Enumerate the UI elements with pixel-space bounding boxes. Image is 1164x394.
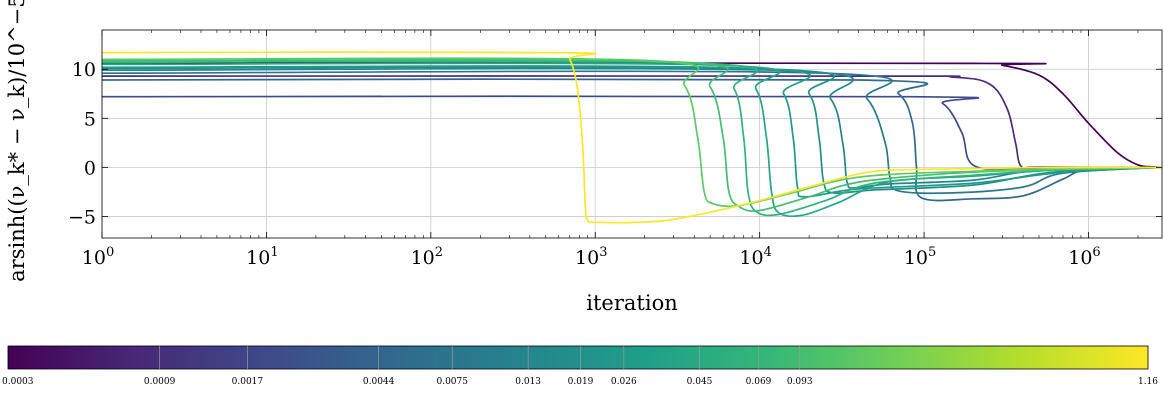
colorbar-tick-label: 0.093 <box>787 377 813 387</box>
series-line <box>102 60 1162 217</box>
colorbar-tick-label: 0.013 <box>515 377 541 387</box>
series-line <box>102 95 1162 170</box>
colorbar-tick-label: 0.0075 <box>436 377 468 387</box>
y-tick-label: −5 <box>68 206 96 228</box>
x-tick-label: 106 <box>1068 245 1100 269</box>
y-axis-label: arsinh((ν_k* − ν_k)/10^−5) <box>5 0 29 282</box>
x-tick-label: 103 <box>575 245 607 269</box>
colorbar <box>7 345 1149 370</box>
series-line <box>102 62 1162 169</box>
x-tick-label: 104 <box>739 245 771 269</box>
series-line <box>102 70 1162 195</box>
x-tick-label: 101 <box>246 245 278 269</box>
y-tick-label: 0 <box>84 157 96 179</box>
series-line <box>102 62 1162 218</box>
colorbar-tick-label: 0.0044 <box>363 377 395 387</box>
colorbar-tick-label: 0.0009 <box>144 377 176 387</box>
colorbar-tick-label: 1.16 <box>1138 377 1158 387</box>
y-tick-label: 10 <box>72 59 96 81</box>
x-tick-label: 105 <box>904 245 936 269</box>
x-tick-label: 102 <box>411 245 443 269</box>
series-line <box>102 65 1162 198</box>
x-tick-label: 100 <box>82 245 114 269</box>
colorbar-tick-label: 0.019 <box>568 377 594 387</box>
series-line <box>102 67 1162 189</box>
colorbar-tick-label: 0.0003 <box>2 377 34 387</box>
series-line <box>102 75 1162 170</box>
x-axis-label: iteration <box>586 291 677 315</box>
plot-frame <box>101 29 1163 239</box>
series-line <box>102 57 1162 208</box>
grid-lines <box>101 30 1162 238</box>
series-lines <box>102 51 1162 224</box>
colorbar-ticks: 0.0003 0.0009 0.0017 0.0044 0.0075 0.013 0.019… <box>2 346 1158 387</box>
series-line <box>102 58 1162 212</box>
colorbar-tick-label: 0.069 <box>746 377 772 387</box>
colorbar-tick-label: 0.026 <box>611 377 637 387</box>
series-line <box>102 51 1162 224</box>
colorbar-tick-label: 0.045 <box>687 377 713 387</box>
colorbar-tick-label: 0.0017 <box>232 377 264 387</box>
y-tick-label: 5 <box>84 108 96 130</box>
